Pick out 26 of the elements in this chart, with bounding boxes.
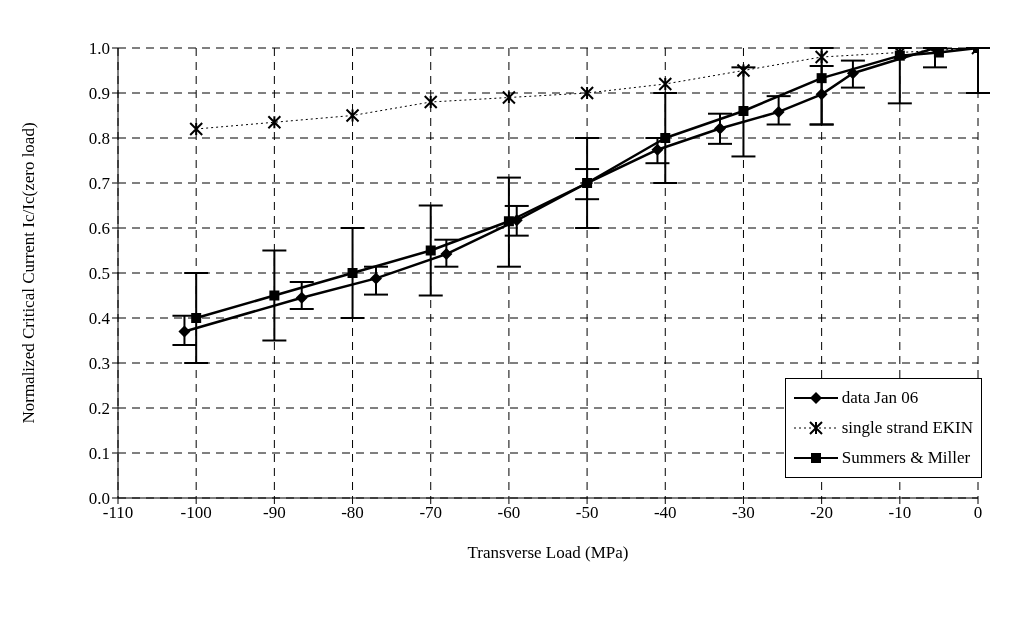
y-tick-label: 0.6: [88, 219, 110, 239]
y-tick-label: 0.2: [88, 399, 110, 419]
x-tick-label: -10: [888, 503, 912, 523]
x-tick-label: -70: [419, 503, 443, 523]
x-tick-label: 0: [973, 503, 983, 523]
x-tick-label: -80: [341, 503, 364, 523]
y-tick-label: 1.0: [88, 39, 110, 59]
x-tick-label: -60: [497, 503, 521, 523]
x-tick-label: -20: [810, 503, 833, 523]
legend-label: data Jan 06: [841, 387, 919, 409]
x-tick-label: -90: [263, 503, 286, 523]
legend-label: single strand EKIN: [841, 417, 973, 439]
y-tick-label: 0.1: [88, 444, 110, 464]
y-tick-label: 0.7: [88, 174, 111, 194]
x-tick-label: -30: [732, 503, 755, 523]
x-tick-label: -40: [653, 503, 677, 523]
y-tick-label: 0.3: [88, 354, 110, 374]
y-axis-title: Normalized Critical Current Ic/Ic(zero load): [19, 122, 39, 424]
y-tick-label: 0.9: [88, 84, 110, 104]
x-tick-label: -50: [575, 503, 599, 523]
x-tick-label: -100: [180, 503, 212, 523]
x-axis-title: Transverse Load (MPa): [467, 543, 629, 562]
y-tick-label: 0.5: [88, 264, 110, 284]
y-tick-label: 0.8: [88, 129, 110, 149]
y-tick-label: 0.4: [88, 309, 111, 329]
legend-label: Summers & Miller: [841, 447, 971, 469]
